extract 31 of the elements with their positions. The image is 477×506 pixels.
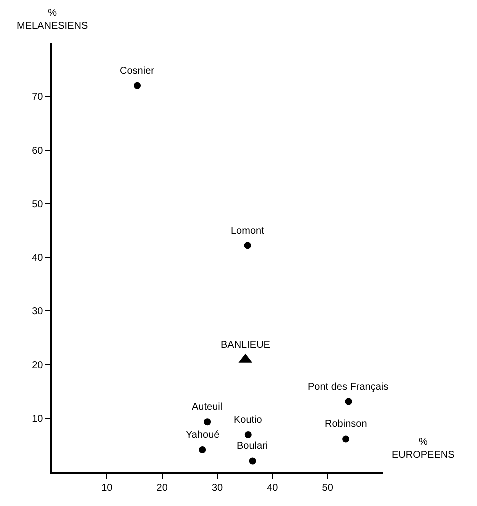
x-tick-label: 50	[322, 482, 334, 494]
y-tick-label: 30	[32, 306, 44, 318]
y-tick-label: 20	[32, 360, 44, 372]
y-tick-label: 10	[32, 414, 44, 425]
annotation: Lomont	[231, 226, 265, 237]
x-tick-label: 40	[267, 482, 279, 494]
x-tick-label: 10	[102, 482, 114, 494]
annotation: Cosnier	[120, 66, 156, 77]
annotation: Auteuil	[192, 402, 223, 413]
point	[244, 242, 252, 250]
point	[204, 418, 212, 426]
point	[244, 432, 252, 438]
annotation: Robinson	[325, 419, 368, 430]
annotation: BANLIEUE	[221, 340, 271, 351]
point	[199, 446, 206, 454]
annotation: Boulari	[237, 441, 268, 452]
point	[342, 436, 350, 443]
point	[249, 458, 256, 465]
annotation: Koutio	[234, 415, 263, 426]
y-tick-label: 60	[32, 146, 44, 157]
y-tick-label: 40	[32, 253, 44, 264]
y-axis-title: % MELANESIENS	[17, 8, 88, 32]
point	[345, 398, 352, 406]
x-tick-label: 30	[212, 482, 224, 494]
point	[134, 82, 142, 90]
y-tick-label: 50	[32, 199, 44, 210]
annotation: Yahoué	[186, 430, 220, 441]
annotation: Pont des Français	[308, 382, 389, 393]
x-tick-label: 20	[156, 482, 168, 494]
x-axis-title: % EUROPEENS	[392, 437, 456, 461]
y-tick-label: 70	[32, 92, 44, 104]
